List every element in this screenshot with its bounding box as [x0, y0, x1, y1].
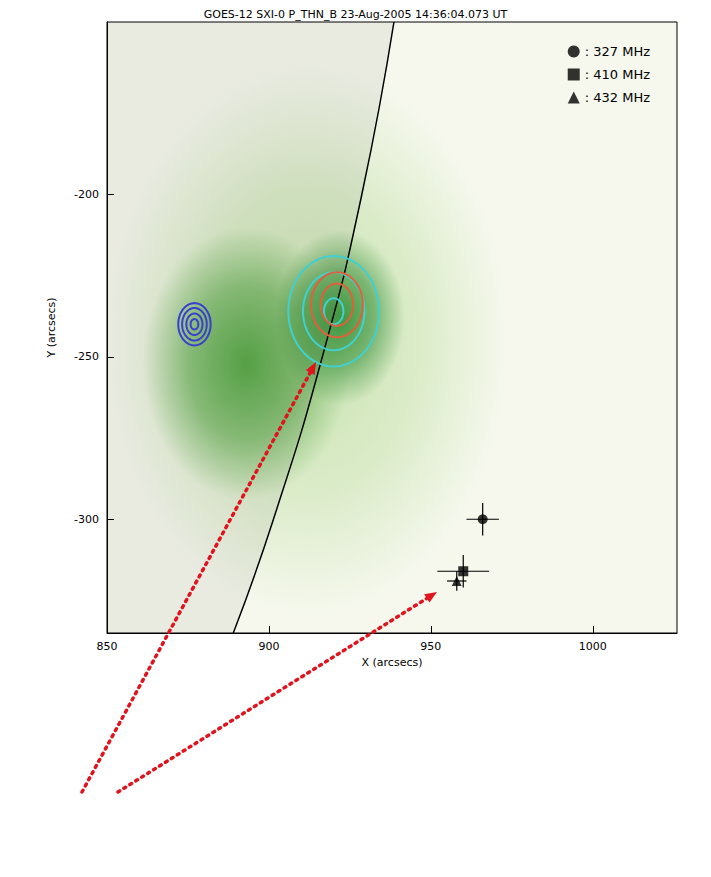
svg-text:Y (arcsecs): Y (arcsecs): [45, 297, 58, 358]
svg-text:X (arcsecs): X (arcsecs): [362, 656, 423, 669]
svg-text:900: 900: [258, 640, 279, 653]
svg-text:850: 850: [97, 640, 118, 653]
svg-text:GOES-12 SXI-0 P_THN_B 23-Aug-2: GOES-12 SXI-0 P_THN_B 23-Aug-2005 14:36:…: [204, 8, 508, 21]
svg-text:950: 950: [420, 640, 441, 653]
svg-text:1000: 1000: [579, 640, 607, 653]
svg-text:: 432 MHz: : 432 MHz: [585, 90, 650, 105]
svg-text:: 410 MHz: : 410 MHz: [585, 67, 650, 82]
svg-text:: 327 MHz: : 327 MHz: [585, 44, 650, 59]
svg-text:-300: -300: [74, 513, 99, 526]
svg-text:-200: -200: [74, 188, 99, 201]
svg-text:-250: -250: [74, 350, 99, 363]
